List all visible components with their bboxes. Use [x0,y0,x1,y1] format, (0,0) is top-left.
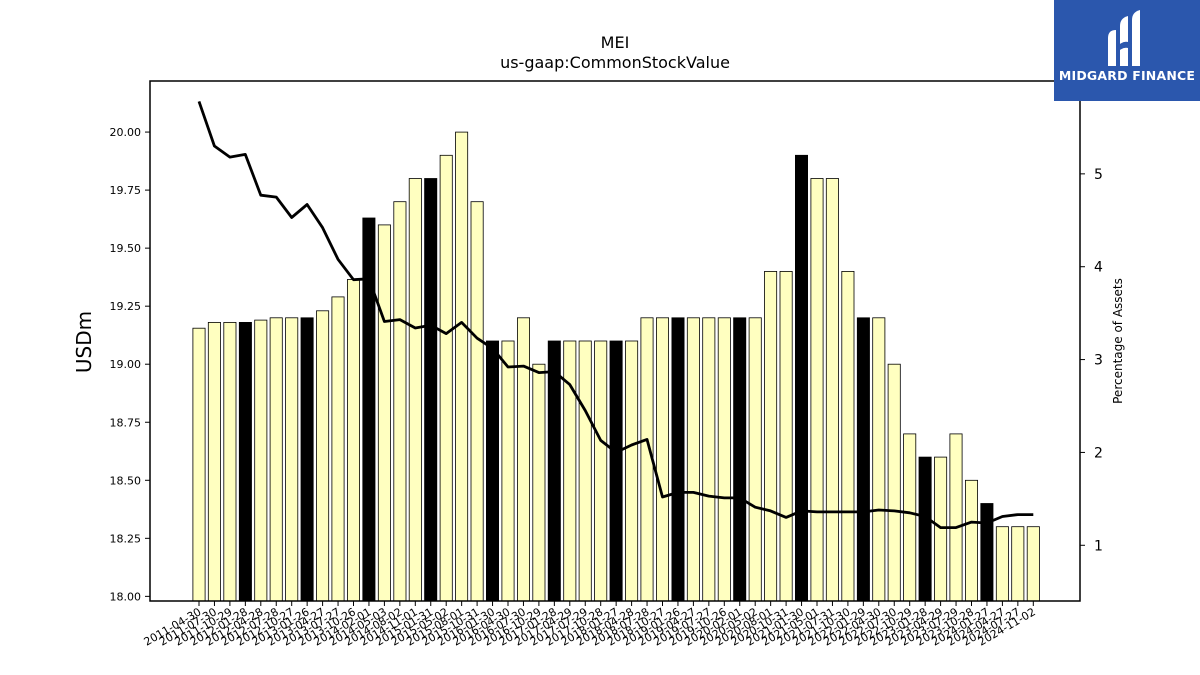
x-axis: 2011-04-302011-07-302011-10-292012-01-28… [142,601,1038,649]
logo-box: MIDGARD FINANCE [1054,0,1200,101]
midgard-logo-icon [1108,10,1140,66]
y2-tick-label: 1 [1094,538,1103,554]
bars-layer [192,131,1040,602]
bar [547,340,561,602]
bar [872,317,886,602]
bar [517,317,531,602]
bar [207,321,221,602]
y-axis-label: USDm [72,311,96,373]
bar [702,317,716,602]
bar [300,317,314,602]
bar [686,317,700,602]
bar [748,317,762,602]
bar [995,526,1009,602]
logo-text: MIDGARD FINANCE [1058,68,1196,83]
bar [764,270,778,602]
bar [918,456,932,602]
bar [934,456,948,602]
bar [856,317,870,602]
y2-axis-label: Percentage of Assets [1111,278,1125,404]
bar [346,279,360,602]
bar [455,131,469,602]
bar [578,340,592,602]
bar [841,270,855,602]
bar [362,217,376,602]
chart-title: MEI [601,33,630,52]
bar [656,317,670,602]
y2-tick-label: 2 [1094,445,1103,461]
bar [609,340,623,602]
bar [887,363,901,602]
bar [408,178,422,602]
plot-frame [149,80,1081,602]
bar [485,340,499,602]
bar [377,224,391,602]
bar [331,296,345,602]
bar [501,340,515,602]
chart-subtitle: us-gaap:CommonStockValue [500,53,730,72]
bar [625,340,639,602]
bar [825,178,839,602]
bar [795,154,809,602]
y-axis: 18.00 18.25 18.50 18.75 19.00 19.25 19.50 19.75… [110,126,150,603]
bar [238,321,252,602]
bar [810,178,824,602]
bar [1026,526,1040,602]
bar [439,154,453,602]
y-tick-label: 20.00 [110,126,142,139]
bar [285,317,299,602]
bar [223,321,237,602]
bar [192,327,206,602]
bar [470,201,484,602]
bar [424,178,438,602]
y-tick-label: 18.50 [110,474,142,487]
bar [717,317,731,602]
y2-axis: 1 2 3 4 5 [1080,167,1103,554]
percentage-line [197,100,1034,529]
bar [965,479,979,602]
y-tick-label: 18.00 [110,590,142,603]
bar [903,433,917,602]
bar [532,363,546,602]
line-layer [197,100,1034,529]
y-tick-label: 19.25 [110,300,142,313]
y2-tick-label: 5 [1094,167,1103,183]
bar [254,319,268,602]
y-tick-label: 18.75 [110,416,142,429]
y-tick-label: 19.50 [110,242,142,255]
bar [269,317,283,602]
bar [671,317,685,602]
y-tick-label: 18.25 [110,532,142,545]
y2-tick-label: 4 [1094,260,1103,276]
bar [316,310,330,602]
y2-tick-label: 3 [1094,353,1103,369]
bar [949,433,963,602]
bar [779,270,793,602]
bar [1011,526,1025,602]
bar [594,340,608,602]
bar [393,201,407,602]
y-tick-label: 19.00 [110,358,142,371]
y-tick-label: 19.75 [110,184,142,197]
bar [980,503,994,602]
bar [733,317,747,602]
